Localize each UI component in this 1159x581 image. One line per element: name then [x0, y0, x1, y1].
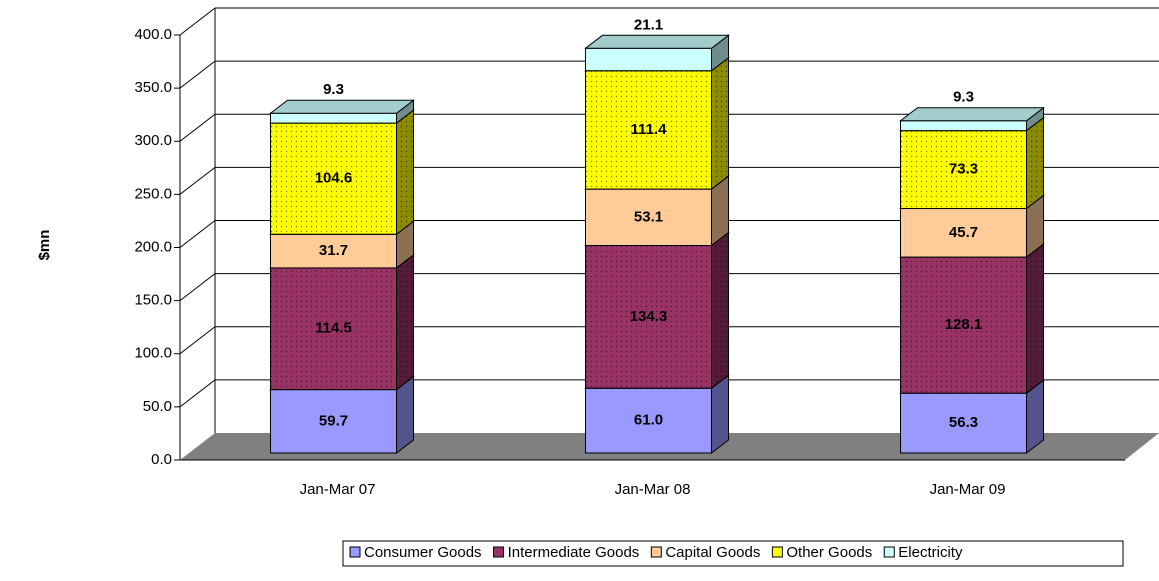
legend-label: Intermediate Goods	[508, 544, 640, 561]
bar-top	[584, 34, 730, 49]
bar-top	[899, 107, 1045, 122]
x-tick-label: Jan-Mar 09	[930, 481, 1006, 498]
bar-front-pattern	[900, 257, 1027, 394]
bar-side-pattern	[711, 232, 729, 389]
bar-front	[585, 47, 712, 72]
y-tick-label: 300.0	[134, 132, 172, 149]
bar-front-pattern	[585, 245, 712, 389]
bar-side-pattern	[1026, 117, 1044, 209]
grid-diagonal	[179, 220, 216, 248]
bar-front-pattern	[270, 267, 397, 390]
legend-swatch	[349, 546, 361, 558]
bar-top	[269, 99, 415, 114]
grid-diagonal	[179, 7, 216, 36]
x-tick-label: Jan-Mar 07	[300, 481, 376, 498]
bar-side-pattern	[396, 254, 414, 390]
bar-side-pattern	[711, 57, 729, 190]
grid-diagonal	[179, 379, 216, 408]
bar-side-pattern	[396, 110, 414, 235]
legend-label: Electricity	[898, 544, 963, 561]
legend-swatch	[650, 546, 662, 558]
value-label: 59.7	[319, 412, 348, 429]
legend-swatch	[771, 546, 783, 558]
grid-diagonal	[179, 326, 216, 355]
y-tick-label: 350.0	[134, 79, 172, 96]
bar-front-pattern	[270, 123, 397, 235]
value-label: 61.0	[634, 412, 663, 429]
y-tick-label: 0.0	[151, 451, 172, 468]
legend-box	[342, 540, 1124, 567]
y-axis-label: $mn	[36, 230, 53, 261]
value-label: 9.3	[323, 81, 344, 98]
y-tick-label: 50.0	[143, 398, 172, 415]
bar-front-pattern	[900, 130, 1027, 209]
value-label: 73.3	[949, 161, 978, 178]
value-label: 31.7	[319, 242, 348, 259]
value-label: 45.7	[949, 224, 978, 241]
bar-segment	[899, 106, 1045, 132]
value-label: 21.1	[634, 16, 663, 33]
bar-segment	[269, 99, 415, 125]
value-label: 104.6	[315, 170, 353, 187]
bar-front	[585, 188, 712, 246]
y-tick-label: 200.0	[134, 238, 172, 255]
legend-label: Capital Goods	[665, 544, 760, 561]
value-label: 128.1	[945, 316, 983, 333]
bar-segment	[584, 34, 730, 72]
bar-side-pattern	[1026, 244, 1044, 394]
legend-swatch	[883, 546, 895, 558]
grid-diagonal	[179, 166, 216, 195]
grid-diagonal	[179, 113, 216, 142]
x-tick-label: Jan-Mar 08	[615, 481, 691, 498]
legend-swatch	[493, 546, 505, 558]
value-label: 53.1	[634, 208, 663, 225]
bar-front-pattern	[585, 70, 712, 190]
y-tick-label: 400.0	[134, 26, 172, 43]
bar-front	[900, 392, 1027, 454]
legend-label: Consumer Goods	[364, 544, 482, 561]
y-tick-label: 150.0	[134, 292, 172, 309]
value-label: 56.3	[949, 414, 978, 431]
y-tick-label: 250.0	[134, 185, 172, 202]
grid-diagonal	[179, 60, 216, 89]
bar-front	[900, 120, 1027, 132]
legend-label: Other Goods	[786, 544, 872, 561]
y-tick-label: 100.0	[134, 345, 172, 362]
value-label: 134.3	[630, 308, 668, 325]
value-label: 111.4	[631, 121, 668, 138]
bar-segment	[584, 231, 730, 390]
grid-diagonal	[179, 273, 216, 302]
value-label: 9.3	[953, 89, 974, 106]
value-label: 114.5	[315, 320, 352, 337]
bar-front	[270, 112, 397, 124]
